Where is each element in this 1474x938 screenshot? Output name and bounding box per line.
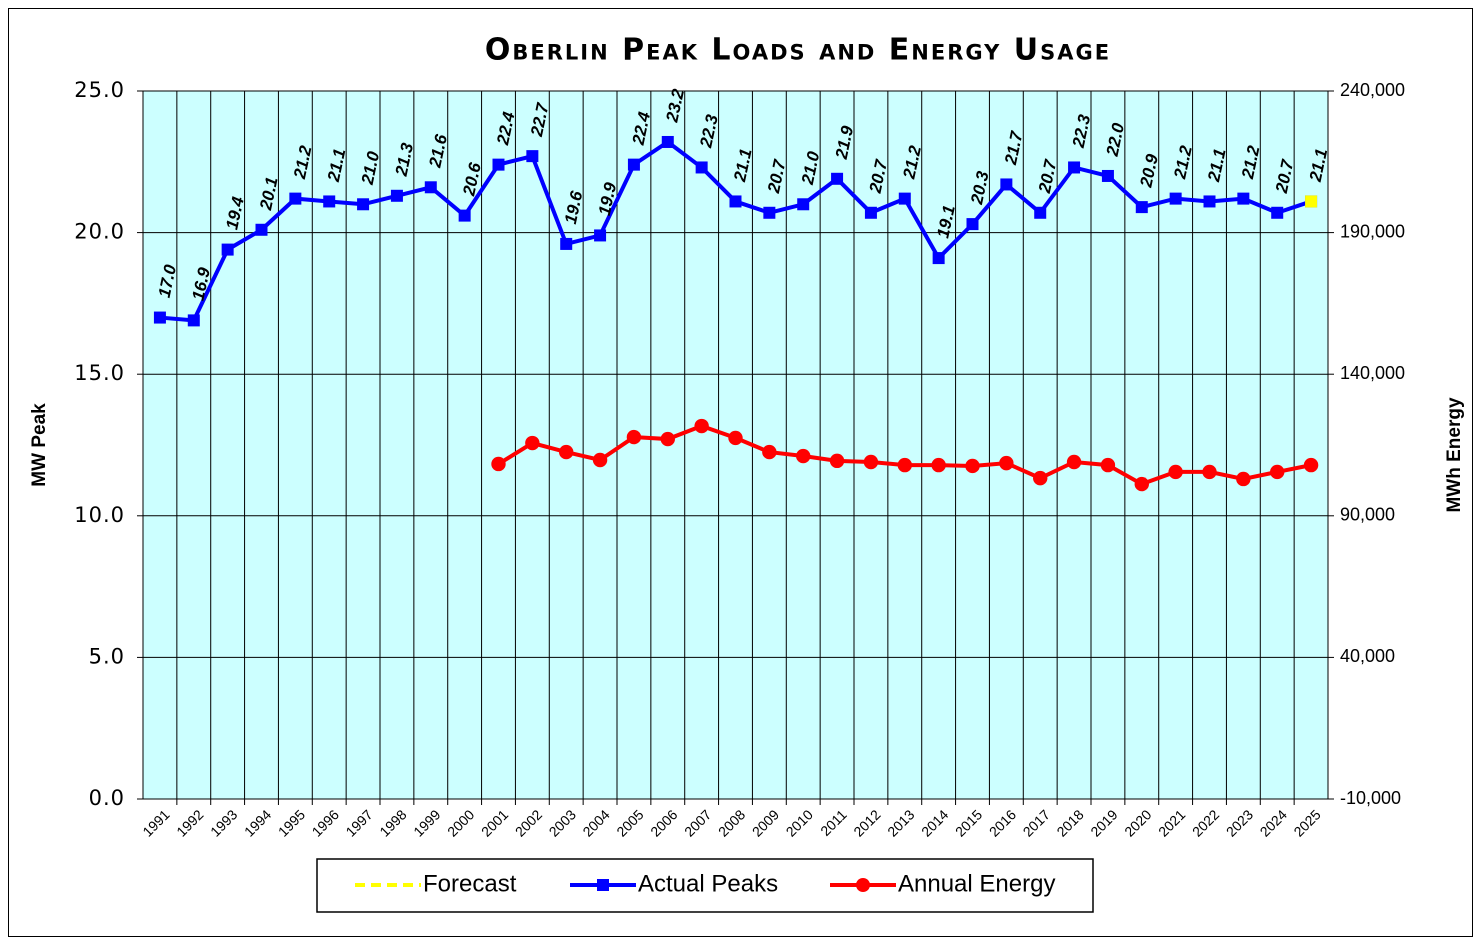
- marker: [594, 229, 607, 242]
- marker: [1034, 206, 1047, 219]
- marker: [1000, 178, 1013, 191]
- marker: [626, 429, 642, 445]
- marker: [660, 431, 675, 447]
- y-tick-label: 0.0: [89, 786, 125, 810]
- marker: [932, 252, 945, 265]
- marker: [898, 192, 911, 205]
- marker: [729, 195, 742, 208]
- chart-title: Oberlin Peak Loads and Energy Usage: [485, 33, 1111, 68]
- marker: [1271, 206, 1284, 219]
- y-tick-label: 20.0: [74, 220, 125, 244]
- marker: [525, 435, 540, 451]
- marker: [1303, 457, 1319, 473]
- marker: [1101, 169, 1114, 182]
- marker: [390, 189, 403, 202]
- y2-tick-label: 190,000: [1340, 221, 1405, 241]
- marker: [492, 158, 505, 171]
- marker: [1236, 471, 1251, 487]
- marker: [1134, 476, 1149, 492]
- marker: [661, 135, 674, 148]
- y2-tick-label: 90,000: [1340, 505, 1395, 525]
- marker: [1305, 195, 1318, 208]
- marker: [491, 456, 506, 472]
- marker: [931, 457, 946, 473]
- marker: [1202, 464, 1217, 480]
- y-tick-label: 10.0: [74, 503, 125, 527]
- marker: [1100, 457, 1116, 473]
- y2-axis-label: MWh Energy: [1444, 397, 1465, 512]
- marker: [999, 455, 1014, 471]
- marker: [1169, 192, 1182, 205]
- legend: [316, 858, 1094, 913]
- marker: [1237, 192, 1250, 205]
- y-tick-label: 5.0: [89, 644, 125, 668]
- marker: [796, 448, 811, 464]
- plot-frame: [142, 90, 1329, 800]
- marker: [1203, 195, 1216, 208]
- marker: [357, 198, 370, 211]
- legend-marker: [856, 878, 870, 892]
- legend-marker: [597, 879, 609, 891]
- marker: [592, 452, 608, 468]
- marker: [965, 458, 980, 474]
- marker: [1068, 161, 1081, 174]
- marker: [289, 192, 302, 205]
- y-tick-label: 25.0: [74, 78, 125, 102]
- marker: [694, 418, 709, 434]
- marker: [221, 243, 234, 256]
- marker: [1270, 464, 1285, 480]
- marker: [695, 161, 708, 174]
- marker: [829, 453, 845, 469]
- marker: [187, 314, 200, 327]
- legend-label: Annual Energy: [898, 870, 1055, 897]
- marker: [526, 150, 539, 163]
- marker: [424, 181, 437, 194]
- legend-label: Actual Peaks: [638, 870, 778, 897]
- marker: [153, 311, 166, 324]
- marker: [323, 195, 336, 208]
- marker: [559, 444, 574, 460]
- marker: [560, 237, 573, 250]
- y2-tick-label: 40,000: [1340, 646, 1395, 666]
- legend-label: Forecast: [423, 870, 517, 897]
- y2-tick-label: -10,000: [1340, 788, 1401, 808]
- y-axis-label: MW Peak: [29, 403, 50, 487]
- y2-tick-label: 240,000: [1340, 80, 1405, 100]
- marker: [831, 172, 844, 185]
- marker: [762, 444, 777, 460]
- marker: [627, 158, 640, 171]
- marker: [1033, 470, 1048, 486]
- marker: [797, 198, 810, 211]
- marker: [763, 206, 776, 219]
- marker: [255, 223, 268, 236]
- marker: [897, 457, 912, 473]
- marker: [1168, 464, 1183, 480]
- marker: [864, 206, 877, 219]
- y-tick-label: 15.0: [74, 361, 125, 385]
- marker: [458, 209, 471, 222]
- marker: [1135, 201, 1148, 214]
- marker: [966, 218, 979, 231]
- y2-tick-label: 140,000: [1340, 363, 1405, 383]
- marker: [728, 430, 743, 446]
- marker: [1066, 454, 1082, 470]
- marker: [863, 454, 879, 470]
